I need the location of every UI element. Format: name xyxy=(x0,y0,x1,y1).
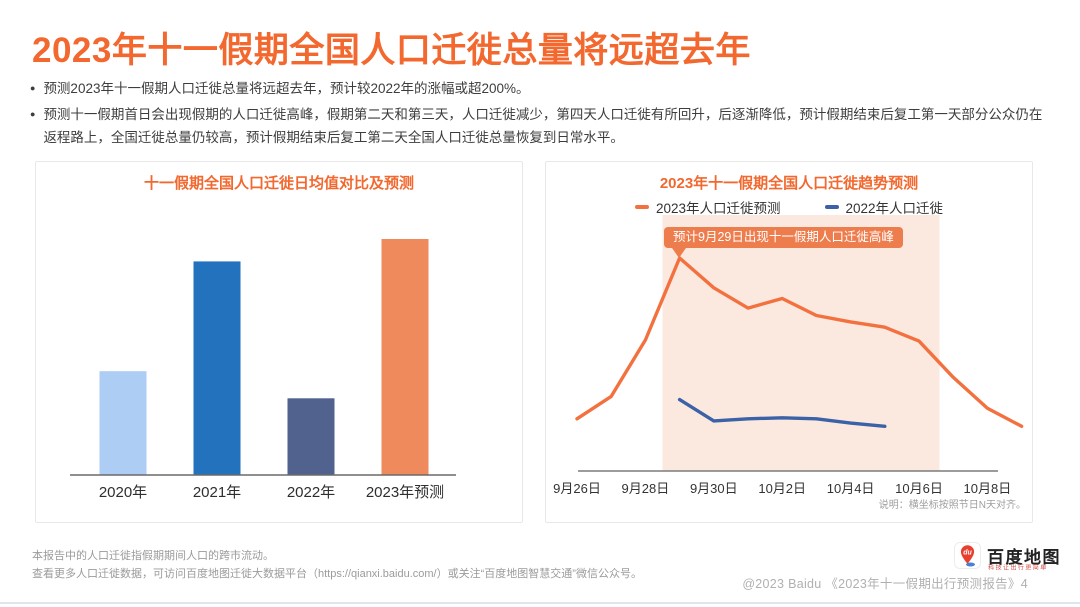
line-chart-panel: 2023年十一假期全国人口迁徙趋势预测 2023年人口迁徙预测 2022年人口迁… xyxy=(545,161,1033,523)
holiday-band xyxy=(662,215,940,471)
legend-label: 2022年人口迁徙 xyxy=(845,201,944,216)
brand-tagline: 科技让出行更简单 xyxy=(988,564,1048,572)
line-chart-svg: 9月26日 9月28日 9月30日 10月2日 10月4日 10月6日 10月8日说明：横坐… xyxy=(553,215,1026,511)
x-tick-label: 10月2日 xyxy=(758,481,806,496)
baidu-maps-logo: du 百度地图 科技让出行更简单 xyxy=(954,541,1064,571)
series-line-2022 xyxy=(677,397,887,428)
bar-category-label: 2020年 xyxy=(99,484,147,501)
map-pin-icon: du xyxy=(960,545,975,567)
peak-annotation-callout: 预计9月29日出现十一假期人口迁徙高峰 xyxy=(664,227,903,258)
chart-legend: 2023年人口迁徙预测 2022年人口迁徙 xyxy=(546,197,1032,217)
bar-category-label: 2023年预测 xyxy=(366,484,444,501)
summary-bullets: ● 预测2023年十一假期人口迁徙总量将远超去年，预计较2022年的涨幅或超20… xyxy=(30,77,1052,152)
bar-category-label: 2022年 xyxy=(287,484,335,501)
x-tick-label: 9月26日 xyxy=(553,481,601,496)
legend-label: 2023年人口迁徙预测 xyxy=(655,201,781,216)
bullet-dot-icon: ● xyxy=(30,83,36,93)
bar-2020年 xyxy=(99,371,147,475)
footer-note-line: 查看更多人口迁徙数据，可访问百度地图迁徙大数据平台（https://qianxi… xyxy=(32,567,642,580)
x-tick-label: 9月30日 xyxy=(690,481,738,496)
line-chart-title: 2023年十一假期全国人口迁徙趋势预测 xyxy=(659,175,919,192)
bullet-text: 预测十一假期首日会出现假期的人口迁徙高峰，假期第二天和第三天，人口迁徙减少，第四… xyxy=(43,107,1043,145)
bullet-item: ● 预测十一假期首日会出现假期的人口迁徙高峰，假期第二天和第三天，人口迁徙减少，… xyxy=(30,103,1052,149)
bullet-text: 预测2023年十一假期人口迁徙总量将远超去年，预计较2022年的涨幅或超200%… xyxy=(43,81,530,96)
legend-item-2023-forecast: 2023年人口迁徙预测 xyxy=(634,197,781,217)
x-tick-label: 9月28日 xyxy=(622,481,670,496)
bar-chart-title: 十一假期全国人口迁徙日均值对比及预测 xyxy=(143,175,414,192)
bar-category-label: 2021年 xyxy=(193,484,241,501)
legend-item-2022: 2022年人口迁徙 xyxy=(824,197,944,217)
legend-dash-icon xyxy=(824,205,839,209)
bottom-divider xyxy=(0,602,1080,604)
footer-note-line: 本报告中的人口迁徙指假期期间人口的跨市流动。 xyxy=(32,550,274,562)
bar-2023年预测 xyxy=(381,239,429,475)
map-pin-app-icon: du xyxy=(954,542,981,569)
bullet-item: ● 预测2023年十一假期人口迁徙总量将远超去年，预计较2022年的涨幅或超20… xyxy=(30,77,1052,100)
x-tick-label: 10月4日 xyxy=(827,481,875,496)
x-tick-label: 10月6日 xyxy=(895,481,943,496)
copyright-line: @2023 Baidu 《2023年十一假期出行预测报告》4 xyxy=(742,577,1028,591)
brand-name: 百度地图 xyxy=(987,548,1061,567)
legend-dash-icon xyxy=(634,205,649,209)
page-title: 2023年十一假期全国人口迁徙总量将远超去年 xyxy=(32,31,751,70)
svg-text:du: du xyxy=(963,550,972,557)
x-tick-label: 10月8日 xyxy=(964,481,1012,496)
bar-2021年 xyxy=(193,261,241,475)
footer-notes: 本报告中的人口迁徙指假期期间人口的跨市流动。 查看更多人口迁徙数据，可访问百度地… xyxy=(32,548,642,583)
bar-chart-svg: 2020年 2021年 2022年 2023年预测 xyxy=(70,239,456,501)
bullet-dot-icon: ● xyxy=(30,109,36,119)
bar-2022年 xyxy=(287,398,335,475)
chart-footnote: 说明：横坐标按照节日N天对齐。 xyxy=(879,498,1026,511)
series-line-2023-forecast xyxy=(575,256,1024,428)
bar-chart-panel: 十一假期全国人口迁徙日均值对比及预测 2020年 2021年 2022年 2023年预… xyxy=(35,161,523,523)
